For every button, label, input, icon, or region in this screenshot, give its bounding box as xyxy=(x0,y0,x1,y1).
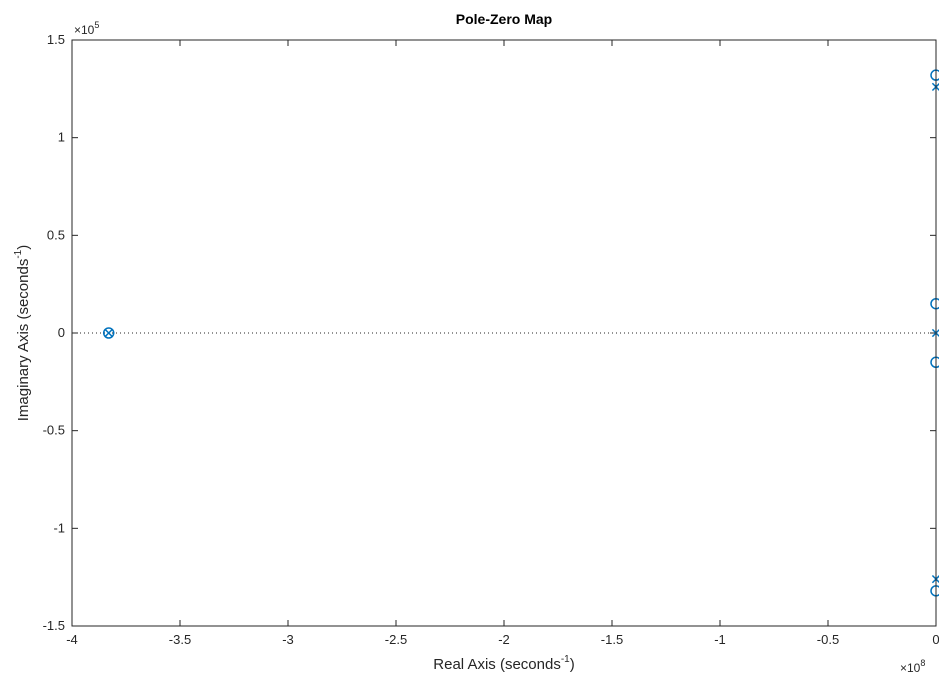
x-tick-label: -1 xyxy=(714,632,726,647)
x-tick-label: -2.5 xyxy=(385,632,407,647)
y-tick-label: -1.5 xyxy=(43,618,65,633)
x-tick-label: -3.5 xyxy=(169,632,191,647)
y-tick-label: 1.5 xyxy=(47,32,65,47)
y-axis-exponent: ×105 xyxy=(74,20,99,37)
zero-marker xyxy=(102,327,115,339)
x-tick-label: -0.5 xyxy=(817,632,839,647)
y-axis-label: Imaginary Axis (seconds-1) xyxy=(13,245,32,421)
x-axis-exponent: ×108 xyxy=(900,658,925,675)
pole-marker xyxy=(104,328,113,338)
y-tick-label: 1 xyxy=(58,130,65,145)
y-tick-label: -1 xyxy=(53,520,65,535)
x-tick-label: -1.5 xyxy=(601,632,623,647)
x-axis-label: Real Axis (seconds-1) xyxy=(433,654,574,673)
tick-labels: -4 -3.5 -3 -2.5 -2 -1.5 -1 -0.5 0 -1.5 -1 -0.5 0 0.5 1… xyxy=(43,32,939,647)
y-tick-label: -0.5 xyxy=(43,423,65,438)
y-tick-label: 0.5 xyxy=(47,227,65,242)
y-tick-label: 0 xyxy=(58,325,65,340)
x-tick-label: -4 xyxy=(66,632,78,647)
plot-area-border xyxy=(71,39,937,627)
chart-title: Pole-Zero Map xyxy=(456,11,552,27)
x-tick-label: 0 xyxy=(932,632,939,647)
x-tick-label: -3 xyxy=(282,632,294,647)
x-tick-label: -2 xyxy=(498,632,510,647)
